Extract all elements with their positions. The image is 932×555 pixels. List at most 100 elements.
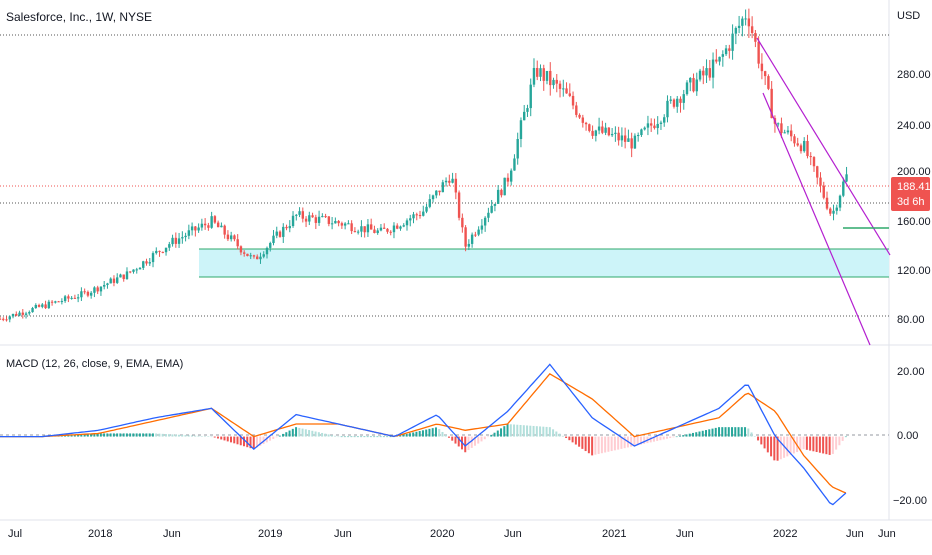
- candle-body[interactable]: [591, 130, 594, 136]
- candle-body[interactable]: [770, 88, 773, 119]
- candle-body[interactable]: [379, 227, 383, 231]
- candle-body[interactable]: [783, 132, 786, 134]
- candle-body[interactable]: [174, 237, 178, 244]
- candle-body[interactable]: [630, 138, 633, 149]
- candle-body[interactable]: [83, 291, 86, 293]
- candle-body[interactable]: [643, 127, 646, 130]
- candle-body[interactable]: [584, 122, 588, 125]
- candle-body[interactable]: [513, 158, 516, 171]
- candle-body[interactable]: [500, 189, 503, 196]
- candle-body[interactable]: [343, 223, 347, 226]
- candle-body[interactable]: [116, 277, 119, 283]
- candle-body[interactable]: [803, 140, 806, 152]
- candle-body[interactable]: [549, 70, 552, 86]
- candle-body[interactable]: [545, 70, 549, 81]
- candle-body[interactable]: [790, 130, 793, 137]
- candle-body[interactable]: [754, 33, 757, 42]
- candle-body[interactable]: [28, 312, 31, 314]
- candle-body[interactable]: [676, 98, 679, 107]
- candle-body[interactable]: [15, 313, 18, 316]
- candle-body[interactable]: [229, 235, 233, 240]
- candle-body[interactable]: [724, 48, 728, 55]
- candle-body[interactable]: [44, 304, 47, 309]
- candle-body[interactable]: [451, 178, 454, 183]
- candle-body[interactable]: [86, 291, 90, 296]
- candle-body[interactable]: [317, 216, 321, 223]
- candle-body[interactable]: [337, 220, 340, 224]
- candle-body[interactable]: [744, 18, 747, 20]
- candle-body[interactable]: [529, 84, 532, 109]
- candle-body[interactable]: [816, 166, 819, 178]
- candle-body[interactable]: [721, 54, 725, 57]
- candle-body[interactable]: [519, 120, 523, 139]
- candle-body[interactable]: [793, 136, 796, 144]
- candle-body[interactable]: [653, 125, 656, 129]
- candle-body[interactable]: [627, 138, 630, 142]
- candle-body[interactable]: [239, 246, 243, 253]
- candle-body[interactable]: [210, 216, 213, 228]
- candle-body[interactable]: [249, 255, 252, 257]
- candle-body[interactable]: [461, 217, 464, 228]
- candle-body[interactable]: [552, 79, 555, 86]
- candle-body[interactable]: [216, 222, 220, 228]
- candle-body[interactable]: [829, 208, 832, 214]
- candle-body[interactable]: [555, 79, 558, 84]
- candle-body[interactable]: [832, 210, 835, 214]
- candle-body[interactable]: [125, 271, 129, 280]
- candle-body[interactable]: [226, 234, 230, 240]
- candle-body[interactable]: [607, 127, 611, 136]
- candle-body[interactable]: [37, 304, 41, 307]
- candle-body[interactable]: [409, 218, 412, 221]
- candle-body[interactable]: [663, 117, 666, 123]
- candle-body[interactable]: [685, 82, 689, 95]
- candle-body[interactable]: [363, 226, 366, 233]
- candle-body[interactable]: [275, 231, 278, 236]
- candle-body[interactable]: [747, 18, 751, 27]
- candle-body[interactable]: [96, 287, 99, 292]
- candle-body[interactable]: [692, 77, 695, 92]
- candle-body[interactable]: [18, 312, 21, 316]
- candle-body[interactable]: [415, 214, 418, 216]
- candle-body[interactable]: [145, 261, 148, 264]
- candle-body[interactable]: [252, 255, 256, 257]
- candle-body[interactable]: [487, 212, 490, 218]
- candle-body[interactable]: [57, 301, 60, 303]
- candle-body[interactable]: [435, 190, 438, 196]
- candle-body[interactable]: [571, 95, 575, 106]
- candle-body[interactable]: [129, 271, 132, 273]
- candle-body[interactable]: [669, 99, 672, 101]
- candle-body[interactable]: [369, 224, 373, 230]
- candle-body[interactable]: [741, 18, 744, 26]
- candle-body[interactable]: [295, 214, 298, 216]
- candle-body[interactable]: [203, 223, 207, 226]
- candle-body[interactable]: [441, 182, 445, 193]
- candle-body[interactable]: [80, 291, 83, 298]
- candle-body[interactable]: [477, 229, 480, 235]
- candle-body[interactable]: [786, 130, 790, 133]
- candle-body[interactable]: [470, 234, 474, 244]
- candle-body[interactable]: [383, 227, 386, 229]
- candle-body[interactable]: [444, 180, 448, 183]
- candle-body[interactable]: [386, 228, 389, 232]
- candle-body[interactable]: [190, 226, 194, 231]
- candle-body[interactable]: [282, 226, 285, 237]
- candle-body[interactable]: [431, 195, 435, 200]
- candle-body[interactable]: [31, 308, 34, 313]
- candle-body[interactable]: [715, 59, 718, 62]
- candle-body[interactable]: [757, 41, 760, 64]
- candle-body[interactable]: [780, 123, 783, 133]
- candle-body[interactable]: [728, 48, 731, 51]
- candle-body[interactable]: [679, 98, 682, 103]
- candle-body[interactable]: [708, 68, 712, 78]
- candle-body[interactable]: [158, 250, 161, 252]
- candle-body[interactable]: [135, 269, 138, 271]
- candle-body[interactable]: [194, 226, 197, 231]
- candle-body[interactable]: [360, 226, 363, 232]
- candle-body[interactable]: [164, 247, 168, 253]
- candle-body[interactable]: [301, 211, 305, 219]
- candle-body[interactable]: [581, 117, 585, 123]
- candle-body[interactable]: [34, 304, 38, 309]
- candle-body[interactable]: [132, 269, 135, 272]
- candle-body[interactable]: [321, 216, 324, 218]
